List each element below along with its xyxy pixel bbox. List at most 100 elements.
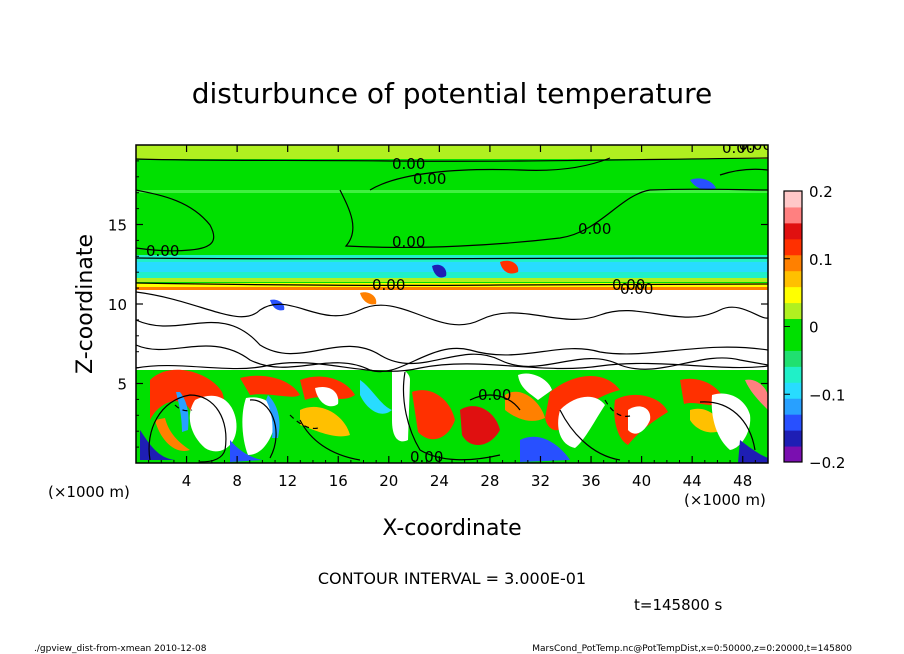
x-tick-label: 12: [278, 472, 297, 490]
contour-line: [136, 319, 768, 370]
y-axis: 5 10 15: [108, 160, 768, 448]
field-blob: [460, 406, 500, 446]
contour-interval-text: CONTOUR INTERVAL = 3.000E-01: [318, 569, 586, 588]
contour-line: [369, 157, 611, 191]
contour-line-negative: [289, 414, 319, 430]
colorbar-ticks: 0.2 0.1 0 −0.1 −0.2: [784, 183, 845, 472]
contour-label: −0.00: [726, 136, 772, 154]
field-blob: [505, 391, 545, 421]
footer-left: ./gpview_dist-from-xmean 2010-12-08: [34, 644, 207, 654]
contour-line: [699, 401, 756, 451]
contour-lines: [136, 157, 768, 463]
colorbar-segment: [784, 350, 802, 367]
field-blob: [628, 406, 651, 434]
contour-label: 0.00: [578, 220, 611, 238]
colorbar: 0.2 0.1 0 −0.1 −0.2: [783, 183, 845, 472]
field-blob: [315, 386, 339, 407]
colorbar-segment: [784, 334, 802, 351]
colorbar-segment: [784, 302, 802, 320]
field-band: [136, 287, 768, 290]
x-unit-label-left: (×1000 m): [48, 483, 130, 501]
contour-line: [299, 419, 361, 461]
colorbar-segment: [784, 191, 802, 208]
field-blob: [690, 178, 716, 190]
contour-label: 0.00: [392, 155, 425, 173]
contour-line: [136, 257, 768, 260]
field-band: [136, 278, 768, 282]
field-blob: [500, 260, 519, 274]
colorbar-segment: [784, 398, 802, 415]
contour-line: [402, 371, 501, 461]
y-tick-label: 5: [117, 376, 127, 394]
x-tick-label: 28: [480, 472, 499, 490]
contour-line: [719, 168, 768, 176]
contour-label: 0.00: [722, 139, 755, 157]
field-blob: [738, 440, 768, 463]
colorbar-tick-label: 0.1: [809, 251, 833, 269]
contour-line-negative: [604, 399, 631, 417]
colorbar-segment: [784, 446, 802, 463]
colorbar-segment: [784, 254, 802, 272]
field-band: [136, 283, 768, 290]
contour-line: [136, 282, 768, 286]
contour-label: 0.00: [478, 386, 511, 404]
x-axis-title: X-coordinate: [382, 516, 521, 541]
contour-label: 0.00: [413, 170, 446, 188]
field-blob: [189, 395, 237, 452]
contour-line: [249, 399, 277, 459]
colorbar-segment: [784, 430, 802, 447]
y-tick-label: 15: [108, 217, 127, 235]
field-blob: [155, 418, 190, 451]
colorbar-segment: [784, 366, 802, 383]
contour-line: [469, 394, 521, 411]
field-blob: [432, 264, 447, 278]
footer-right: MarsCond_PotTemp.nc@PotTempDist,x=0:5000…: [532, 644, 852, 654]
x-tick-label: 16: [329, 472, 348, 490]
contour-label: 0.00: [612, 276, 645, 294]
contour-line: [136, 157, 768, 162]
time-text: t=145800 s: [634, 596, 722, 614]
field-blob: [711, 393, 751, 450]
x-tick-label: 48: [733, 472, 752, 490]
field-white-layer: [136, 290, 768, 370]
contour-label: 0.00: [392, 233, 425, 251]
x-tick-label: 8: [232, 472, 242, 490]
field-blob: [300, 406, 350, 437]
field-blob: [230, 440, 262, 462]
field-blob: [412, 390, 455, 440]
contour-line-negative: [174, 404, 193, 412]
contour-line: [136, 189, 215, 252]
field-band: [136, 262, 768, 272]
y-tick-label: 10: [108, 296, 127, 314]
colorbar-segment: [784, 270, 802, 288]
field-blob: [242, 397, 276, 455]
colorbar-segment: [784, 222, 802, 240]
field-blob: [558, 396, 605, 448]
field-blob: [176, 392, 189, 432]
field-blob: [690, 408, 722, 433]
colorbar-segments: [784, 191, 802, 463]
contour-line: [136, 291, 768, 326]
plot-area: 0.000.000.00 0.000.00 0.000.000.000.000.00…: [135, 136, 772, 464]
colorbar-segment: [784, 206, 802, 224]
colorbar-tick-label: 0: [809, 319, 819, 337]
x-tick-label: 40: [632, 472, 651, 490]
contour-label: 0.00: [372, 276, 405, 294]
colorbar-tick-label: −0.2: [809, 454, 845, 472]
colorbar-tick-label: −0.1: [809, 386, 845, 404]
colorbar-segment: [784, 286, 802, 304]
x-tick-label: 36: [581, 472, 600, 490]
x-tick-label: 32: [531, 472, 550, 490]
colorbar-tick-label: 0.2: [809, 183, 833, 201]
contour-line: [339, 188, 768, 249]
contour-line: [136, 344, 768, 373]
x-tick-label: 24: [430, 472, 449, 490]
contour-label: 0.00: [620, 280, 653, 298]
y-axis-title: Z-coordinate: [73, 234, 98, 374]
field-blob: [520, 436, 570, 462]
field-blob: [360, 292, 377, 305]
x-tick-label: 20: [379, 472, 398, 490]
field-blob: [392, 368, 410, 442]
x-tick-label: 44: [683, 472, 702, 490]
